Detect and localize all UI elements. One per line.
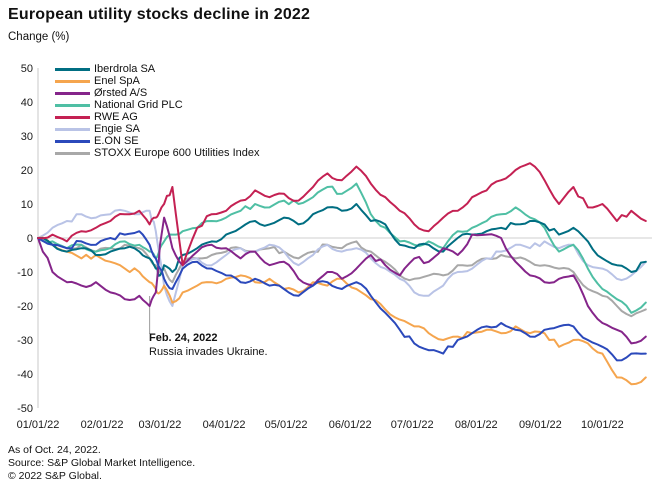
legend-item: Enel SpA xyxy=(55,75,260,87)
legend-item: Engie SA xyxy=(55,123,260,135)
chart-title: European utility stocks decline in 2022 xyxy=(8,6,311,23)
chart-legend: Iberdrola SA Enel SpA Ørsted A/S National G… xyxy=(55,63,260,159)
legend-swatch-icon xyxy=(55,139,90,143)
y-tick-label: -50 xyxy=(17,403,33,415)
x-tick-label: 10/01/22 xyxy=(581,419,624,431)
legend-item: Ørsted A/S xyxy=(55,87,260,99)
y-tick-label: -10 xyxy=(17,267,33,279)
legend-swatch-icon xyxy=(55,79,90,83)
y-tick-label: 30 xyxy=(21,131,33,143)
series-line--rsted-a-s xyxy=(37,216,647,345)
series-line-e-on-se xyxy=(37,230,647,362)
legend-swatch-icon xyxy=(55,67,90,71)
y-tick-label: -40 xyxy=(17,369,33,381)
series-line-enel-spa xyxy=(37,236,647,386)
x-tick-label: 07/01/22 xyxy=(391,419,434,431)
series-line-stoxx-europe-600-utilities-index xyxy=(37,237,647,318)
series-line-engie-sa xyxy=(37,208,647,307)
legend-item: E.ON SE xyxy=(55,135,260,147)
event-annotation: Feb. 24, 2022 Russia invades Ukraine. xyxy=(149,331,268,359)
legend-label: STOXX Europe 600 Utilities Index xyxy=(94,147,260,159)
series-line-rwe-ag xyxy=(37,162,647,267)
legend-label: Enel SpA xyxy=(94,75,140,87)
legend-label: RWE AG xyxy=(94,111,138,123)
y-tick-label: 40 xyxy=(21,97,33,109)
annotation-date: Feb. 24, 2022 xyxy=(149,332,218,344)
footer-copyright: © 2022 S&P Global. xyxy=(8,470,102,482)
legend-swatch-icon xyxy=(55,151,90,155)
legend-item: Iberdrola SA xyxy=(55,63,260,75)
y-tick-label: 10 xyxy=(21,199,33,211)
series-line-iberdrola-sa xyxy=(37,203,647,277)
x-tick-label: 01/01/22 xyxy=(17,419,60,431)
y-tick-label: 50 xyxy=(21,63,33,75)
footer-source: Source: S&P Global Market Intelligence. xyxy=(8,457,196,469)
annotation-text: Russia invades Ukraine. xyxy=(149,346,268,358)
line-chart-plot: 50 40 30 20 10 0 -10 -20 -30 -40 -50 01/01/22 02/01/… xyxy=(17,63,652,431)
legend-swatch-icon xyxy=(55,91,90,95)
legend-label: Engie SA xyxy=(94,123,140,135)
x-tick-label: 06/01/22 xyxy=(329,419,372,431)
x-tick-label: 02/01/22 xyxy=(81,419,124,431)
legend-swatch-icon xyxy=(55,115,90,119)
footer-as-of: As of Oct. 24, 2022. xyxy=(8,444,101,456)
legend-item: National Grid PLC xyxy=(55,99,260,111)
legend-item: STOXX Europe 600 Utilities Index xyxy=(55,147,260,159)
legend-label: Iberdrola SA xyxy=(94,63,156,75)
x-tick-label: 05/01/22 xyxy=(265,419,308,431)
x-tick-label: 03/01/22 xyxy=(139,419,182,431)
legend-label: National Grid PLC xyxy=(94,99,183,111)
x-tick-label: 09/01/22 xyxy=(519,419,562,431)
chart-subtitle: Change (%) xyxy=(8,31,70,43)
chart-footer: As of Oct. 24, 2022. Source: S&P Global … xyxy=(8,444,195,483)
legend-label: E.ON SE xyxy=(94,135,139,147)
y-tick-label: 20 xyxy=(21,165,33,177)
legend-swatch-icon xyxy=(55,103,90,107)
y-tick-label: -30 xyxy=(17,335,33,347)
legend-item: RWE AG xyxy=(55,111,260,123)
x-tick-label: 04/01/22 xyxy=(203,419,246,431)
legend-label: Ørsted A/S xyxy=(94,87,148,99)
x-tick-label: 08/01/22 xyxy=(455,419,498,431)
y-tick-label: 0 xyxy=(27,233,33,245)
legend-swatch-icon xyxy=(55,127,90,131)
y-tick-label: -20 xyxy=(17,301,33,313)
